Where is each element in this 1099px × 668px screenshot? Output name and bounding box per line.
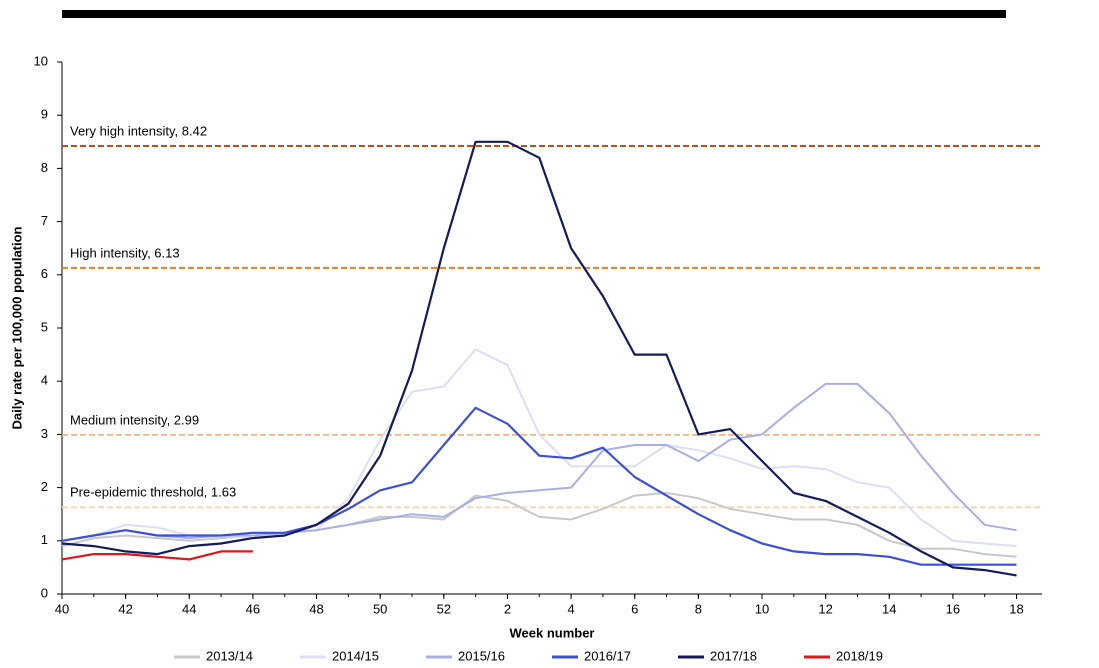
legend-label: 2014/15 <box>332 648 379 663</box>
x-tick-label: 50 <box>373 601 387 616</box>
series-line <box>61 550 253 561</box>
x-tick-label: 12 <box>818 601 832 616</box>
x-tick-label: 48 <box>309 601 323 616</box>
x-tick-label: 2 <box>504 601 511 616</box>
y-tick-label: 6 <box>41 266 48 281</box>
threshold-label: Medium intensity, 2.99 <box>70 412 199 427</box>
x-tick-label: 16 <box>946 601 960 616</box>
series-line <box>61 140 1017 577</box>
legend-label: 2018/19 <box>836 648 883 663</box>
x-tick-label: 14 <box>882 601 896 616</box>
x-tick-label: 44 <box>182 601 196 616</box>
x-tick-label: 4 <box>567 601 574 616</box>
y-axis-title: Daily rate per 100,000 population <box>9 226 24 429</box>
y-tick-label: 3 <box>41 426 48 441</box>
y-tick-label: 0 <box>41 585 48 600</box>
y-tick-label: 8 <box>41 160 48 175</box>
threshold-label: Pre-epidemic threshold, 1.63 <box>70 485 236 500</box>
y-tick-label: 9 <box>41 107 48 122</box>
y-tick-label: 4 <box>41 373 48 388</box>
x-tick-label: 8 <box>695 601 702 616</box>
x-tick-label: 10 <box>755 601 769 616</box>
x-tick-label: 6 <box>631 601 638 616</box>
legend-label: 2015/16 <box>458 648 505 663</box>
threshold-label: Very high intensity, 8.42 <box>70 123 207 138</box>
legend-label: 2013/14 <box>206 648 253 663</box>
series-line <box>61 491 1017 558</box>
y-tick-label: 5 <box>41 319 48 334</box>
x-tick-label: 52 <box>437 601 451 616</box>
threshold-label: High intensity, 6.13 <box>70 245 180 260</box>
y-tick-label: 2 <box>41 479 48 494</box>
series-line <box>61 406 1017 566</box>
x-tick-label: 18 <box>1009 601 1023 616</box>
legend-label: 2017/18 <box>710 648 757 663</box>
y-tick-label: 1 <box>41 532 48 547</box>
x-tick-label: 46 <box>246 601 260 616</box>
x-axis-title: Week number <box>509 625 594 640</box>
x-tick-label: 40 <box>55 601 69 616</box>
y-tick-label: 10 <box>34 53 48 68</box>
legend-label: 2016/17 <box>584 648 631 663</box>
y-tick-label: 7 <box>41 213 48 228</box>
x-tick-label: 42 <box>118 601 132 616</box>
header-bar <box>62 10 1006 18</box>
